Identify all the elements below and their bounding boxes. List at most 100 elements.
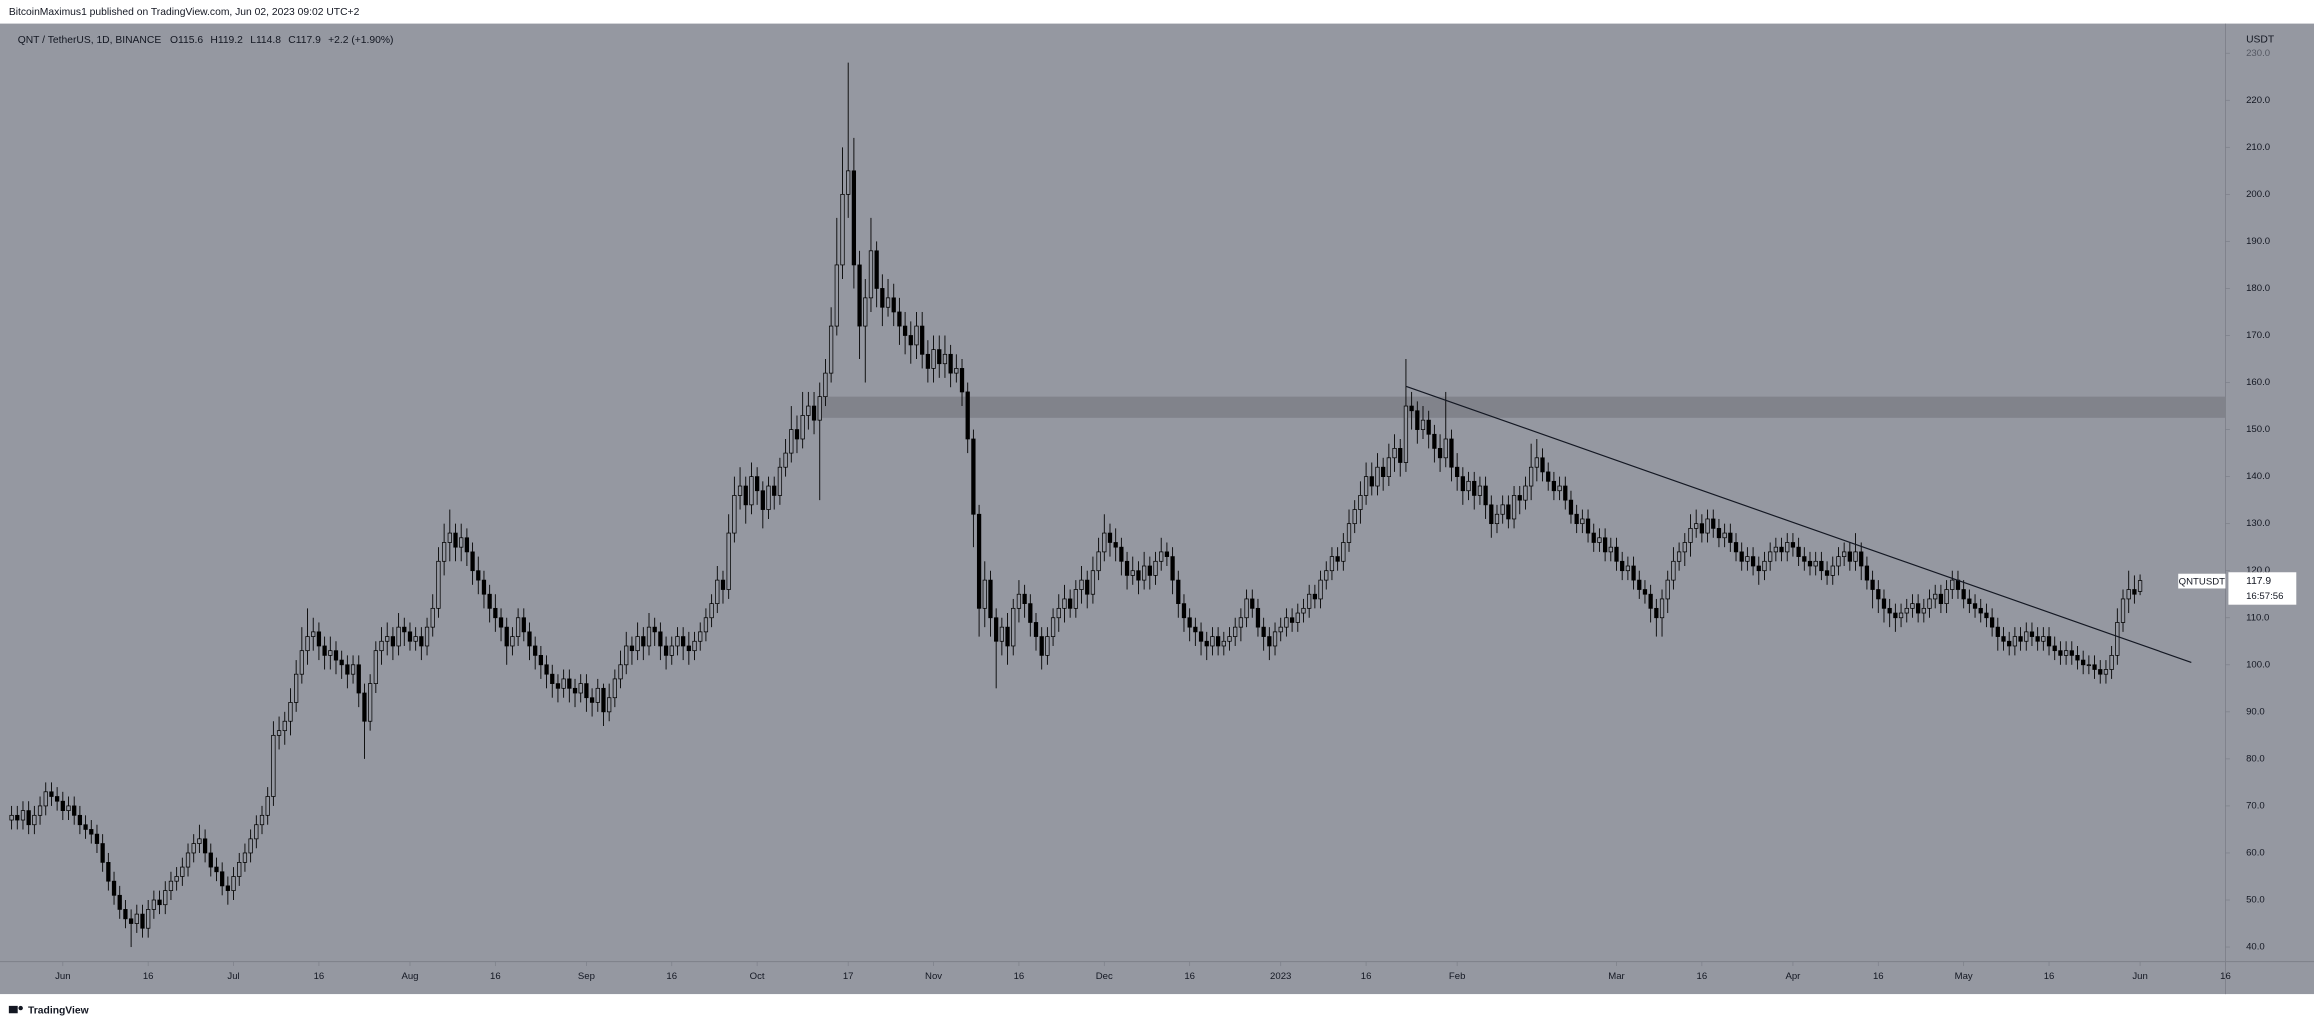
candle-body bbox=[1329, 556, 1335, 572]
candle-body bbox=[128, 918, 134, 924]
candle-body bbox=[1989, 617, 1995, 628]
candle-body bbox=[1910, 603, 1915, 609]
candle-body bbox=[510, 636, 515, 647]
candle-body bbox=[937, 349, 942, 365]
y-tick-label: 170.0 bbox=[2246, 330, 2270, 341]
candle-body bbox=[868, 250, 874, 299]
candle-body bbox=[288, 702, 293, 722]
candle-body bbox=[772, 485, 777, 496]
candle-body bbox=[123, 909, 128, 920]
candle-body bbox=[686, 645, 691, 652]
candle-body bbox=[1272, 631, 1278, 647]
candle-body bbox=[180, 866, 185, 877]
candle-body bbox=[1881, 598, 1887, 609]
candle-body bbox=[100, 843, 105, 863]
candle-body bbox=[1711, 518, 1716, 529]
candle-body bbox=[305, 636, 310, 652]
candle-body bbox=[1756, 565, 1761, 572]
candle-body bbox=[2092, 664, 2097, 670]
countdown: 16:57:56 bbox=[2246, 591, 2283, 602]
candle-body bbox=[1284, 617, 1289, 628]
candle-body bbox=[1193, 626, 1198, 633]
candle-body bbox=[976, 513, 982, 609]
candle-body bbox=[1415, 410, 1420, 430]
candle-body bbox=[806, 405, 811, 416]
candle-body bbox=[493, 607, 498, 619]
y-tick-label: 80.0 bbox=[2246, 753, 2265, 764]
candle-body bbox=[89, 829, 94, 835]
candle-body bbox=[948, 353, 953, 374]
candle-body bbox=[1904, 607, 1909, 614]
candle-body bbox=[322, 645, 327, 656]
candle-body bbox=[1768, 551, 1773, 562]
candle-body bbox=[920, 325, 925, 355]
candle-body bbox=[880, 288, 885, 308]
candle-body bbox=[385, 636, 390, 642]
candle-body bbox=[350, 664, 356, 675]
candle-body bbox=[1870, 579, 1875, 590]
candle-body bbox=[1215, 636, 1221, 647]
y-tick-label: 100.0 bbox=[2246, 659, 2270, 670]
candle-body bbox=[1773, 546, 1778, 553]
candle-body bbox=[1466, 480, 1471, 492]
candle-body bbox=[1574, 513, 1579, 525]
candle-body bbox=[1728, 532, 1733, 543]
candle-body bbox=[231, 876, 236, 891]
candle-body bbox=[811, 405, 817, 421]
candle-body bbox=[2063, 650, 2069, 656]
symbol-info: QNT / TetherUS, 1D, BINANCE O115.6 H119.… bbox=[18, 35, 394, 46]
candle-body bbox=[1227, 636, 1232, 642]
candle-body bbox=[1233, 626, 1238, 637]
candle-body bbox=[447, 532, 452, 543]
candle-body bbox=[1671, 560, 1676, 581]
y-unit: USDT bbox=[2246, 35, 2275, 46]
candle-body bbox=[584, 683, 589, 699]
resistance-zone bbox=[819, 396, 2226, 418]
candle-body bbox=[1489, 504, 1494, 525]
x-tick-label: Jul bbox=[227, 971, 239, 982]
price-badge-value: 117.9 bbox=[2246, 576, 2271, 587]
symbol-title: QNT / TetherUS, 1D, BINANCE bbox=[18, 35, 162, 46]
candle-body bbox=[430, 607, 435, 628]
x-tick-label: 16 bbox=[1873, 971, 1884, 982]
x-tick-label: Nov bbox=[925, 971, 942, 982]
candle-body bbox=[311, 631, 316, 637]
candle-body bbox=[237, 862, 242, 877]
candle-body bbox=[1062, 598, 1067, 609]
candle-body bbox=[163, 890, 168, 906]
y-tick-label: 150.0 bbox=[2246, 424, 2270, 435]
candle-body bbox=[914, 325, 919, 346]
candle-body bbox=[1972, 603, 1978, 609]
candle-body bbox=[2041, 636, 2046, 642]
candle-body bbox=[2035, 636, 2040, 642]
candle-body bbox=[1307, 593, 1312, 609]
candle-body bbox=[567, 678, 572, 689]
candle-body bbox=[436, 560, 441, 609]
candle-body bbox=[1261, 626, 1266, 637]
y-tick-label: 140.0 bbox=[2246, 471, 2270, 482]
x-tick-label: 16 bbox=[666, 971, 677, 982]
candle-body bbox=[202, 838, 208, 854]
candle-body bbox=[777, 466, 783, 496]
candle-body bbox=[1921, 607, 1926, 614]
candle-body bbox=[1938, 593, 1944, 605]
candle-body bbox=[1107, 532, 1113, 543]
candle-body bbox=[1824, 570, 1830, 576]
candle-body bbox=[1631, 565, 1636, 581]
candle-body bbox=[1933, 593, 1938, 600]
candle-body bbox=[828, 325, 834, 374]
x-tick-label: 16 bbox=[2044, 971, 2055, 982]
candle-body bbox=[1779, 546, 1784, 553]
candle-body bbox=[1807, 560, 1813, 567]
candle-body bbox=[1335, 556, 1340, 562]
candle-body bbox=[1995, 626, 2000, 637]
candle-body bbox=[1597, 537, 1602, 543]
x-tick-label: 17 bbox=[843, 971, 854, 982]
candle-body bbox=[589, 697, 595, 703]
candle-body bbox=[1517, 495, 1522, 501]
candle-body bbox=[1705, 518, 1710, 534]
candle-body bbox=[988, 579, 993, 619]
candle-body bbox=[1944, 589, 1949, 605]
candle-body bbox=[1056, 607, 1061, 619]
change: +2.2 (+1.90%) bbox=[328, 35, 393, 46]
